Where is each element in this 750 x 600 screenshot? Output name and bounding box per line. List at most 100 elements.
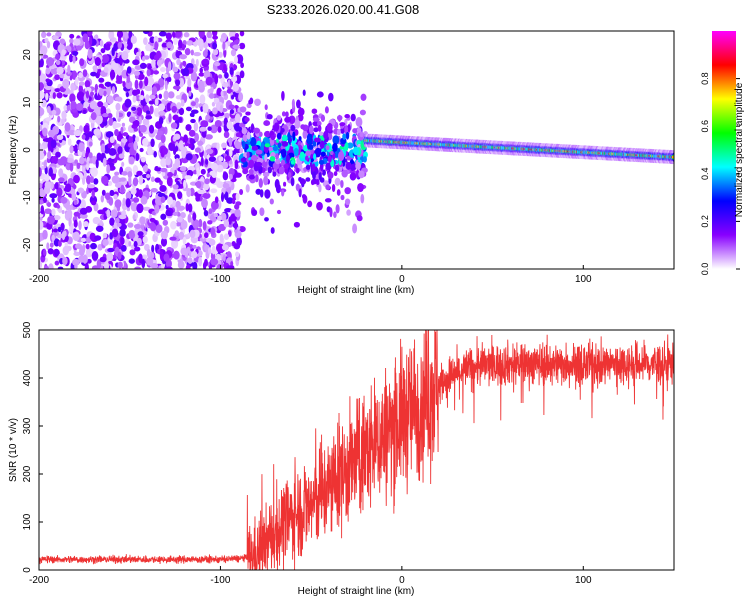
heatmap-cell bbox=[200, 120, 209, 128]
heatmap-cell bbox=[139, 216, 146, 226]
heatmap-cell bbox=[149, 217, 156, 223]
heatmap-cell bbox=[236, 54, 244, 64]
heatmap-cell bbox=[202, 50, 208, 58]
heatmap-cell bbox=[100, 48, 106, 54]
heatmap-cell bbox=[235, 251, 240, 258]
snr-ylabel: SNR (10 * v/v) bbox=[8, 418, 19, 482]
heatmap-cell bbox=[260, 141, 265, 152]
heatmap-cell bbox=[154, 177, 161, 183]
heatmap-cell bbox=[264, 189, 271, 199]
heatmap-cell bbox=[204, 232, 209, 239]
heatmap-cell bbox=[140, 95, 144, 101]
heatmap-cell bbox=[119, 56, 123, 66]
heatmap-cell bbox=[331, 183, 336, 193]
heatmap-cell bbox=[276, 115, 282, 121]
heatmap-cell bbox=[246, 102, 252, 109]
x-tick-label: -100 bbox=[210, 575, 230, 586]
heatmap-cell bbox=[229, 67, 234, 76]
heatmap-cell bbox=[163, 253, 170, 262]
heatmap-cell bbox=[184, 249, 189, 258]
heatmap-cell bbox=[219, 233, 224, 243]
heatmap-cell bbox=[120, 244, 127, 252]
heatmap-cell bbox=[183, 32, 190, 38]
heatmap-cell bbox=[250, 137, 257, 147]
heatmap-cell bbox=[281, 189, 285, 197]
heatmap-cell bbox=[130, 202, 139, 212]
heatmap-cell bbox=[268, 146, 274, 152]
heatmap-cell bbox=[79, 156, 85, 165]
heatmap-cell bbox=[210, 124, 218, 134]
heatmap-cell bbox=[234, 220, 238, 230]
heatmap-cell bbox=[198, 31, 205, 38]
heatmap-cell bbox=[39, 182, 43, 189]
heatmap-cell bbox=[167, 171, 174, 178]
heatmap-cell bbox=[177, 191, 183, 200]
heatmap-cell bbox=[73, 219, 78, 228]
heatmap-cell bbox=[69, 145, 74, 154]
heatmap-cell bbox=[169, 236, 177, 241]
heatmap-cell bbox=[49, 193, 58, 199]
heatmap-cell bbox=[167, 91, 175, 99]
heatmap-cell bbox=[81, 134, 86, 140]
heatmap-cell bbox=[114, 57, 121, 64]
heatmap-cell bbox=[270, 227, 275, 234]
heatmap-cell bbox=[180, 220, 188, 230]
heatmap-cell bbox=[172, 184, 179, 190]
heatmap-cell bbox=[230, 94, 235, 100]
heatmap-cell bbox=[144, 85, 153, 92]
heatmap-cell bbox=[149, 222, 157, 232]
heatmap-cell bbox=[73, 38, 81, 46]
heatmap-cell bbox=[301, 194, 307, 199]
heatmap-cell bbox=[298, 176, 303, 182]
heatmap-cell bbox=[160, 66, 166, 73]
heatmap-cell bbox=[326, 122, 333, 132]
heatmap-cell bbox=[206, 37, 213, 44]
heatmap-cell bbox=[174, 230, 180, 237]
heatmap-cell bbox=[266, 113, 273, 120]
y-tick-label: 200 bbox=[22, 465, 33, 482]
heatmap-cell bbox=[229, 159, 233, 165]
heatmap-cell bbox=[72, 55, 76, 64]
heatmap-cell bbox=[117, 146, 123, 155]
heatmap-cell bbox=[84, 262, 89, 269]
heatmap-cell bbox=[139, 124, 147, 133]
heatmap-cell bbox=[230, 261, 234, 267]
heatmap-cell bbox=[53, 228, 58, 233]
heatmap-cell bbox=[316, 91, 324, 98]
heatmap-cell bbox=[105, 131, 114, 138]
heatmap-cell bbox=[145, 256, 154, 266]
heatmap-cell bbox=[185, 106, 192, 112]
heatmap-cell bbox=[150, 138, 155, 148]
heatmap-cell bbox=[86, 157, 90, 162]
heatmap-cell bbox=[275, 183, 281, 194]
snr-xlabel: Height of straight line (km) bbox=[298, 586, 415, 597]
heatmap-cell bbox=[110, 209, 118, 218]
heatmap-cell bbox=[162, 219, 169, 226]
heatmap-cell bbox=[344, 187, 351, 195]
heatmap-cell bbox=[158, 103, 166, 112]
heatmap-cell bbox=[39, 151, 45, 160]
heatmap-cell bbox=[133, 140, 138, 151]
heatmap-cell bbox=[170, 122, 178, 129]
heatmap-cell bbox=[177, 205, 186, 211]
heatmap-cell bbox=[39, 107, 45, 117]
heatmap-cell bbox=[79, 58, 85, 67]
heatmap-cell bbox=[103, 261, 110, 269]
heatmap-cell bbox=[150, 176, 155, 183]
heatmap-cell bbox=[220, 192, 225, 203]
heatmap-cell bbox=[255, 161, 263, 167]
heatmap-cell bbox=[312, 140, 317, 147]
heatmap-cell bbox=[45, 78, 51, 83]
heatmap-cell bbox=[328, 92, 334, 102]
heatmap-cell bbox=[46, 105, 51, 114]
heatmap-cell bbox=[138, 253, 143, 264]
heatmap-cell bbox=[153, 54, 160, 61]
heatmap-cell bbox=[234, 228, 238, 234]
heatmap-cell bbox=[74, 263, 78, 269]
heatmap-cell bbox=[102, 112, 109, 118]
heatmap-cell bbox=[148, 100, 155, 105]
heatmap-cell bbox=[329, 207, 333, 218]
heatmap-cell bbox=[281, 90, 285, 101]
heatmap-cell bbox=[300, 124, 306, 130]
heatmap-cell bbox=[103, 67, 109, 73]
